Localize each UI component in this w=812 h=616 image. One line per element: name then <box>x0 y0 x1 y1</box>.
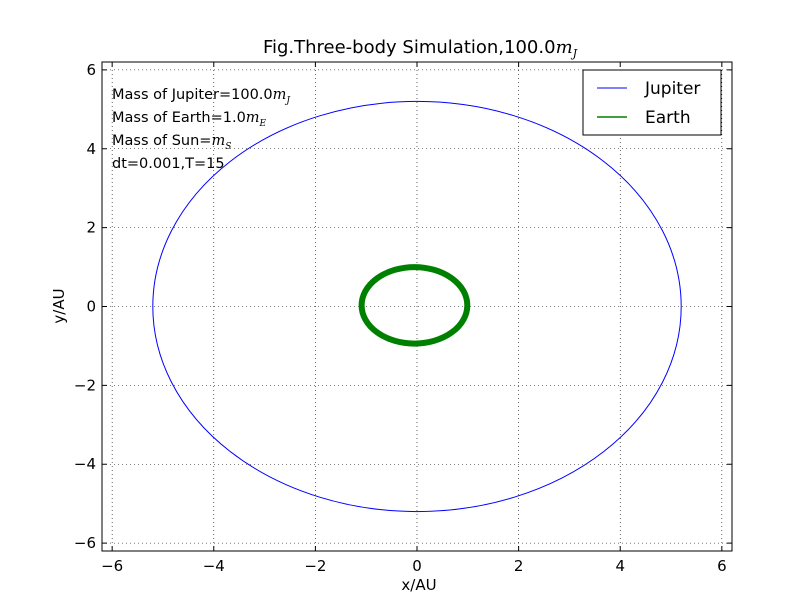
orbit-jupiter <box>152 100 682 513</box>
x-tick-label: 4 <box>615 557 625 575</box>
chart-title: Fig.Three-body Simulation,100.0mJ <box>263 37 578 60</box>
x-tick-label: 0 <box>412 557 422 575</box>
x-tick-label: −2 <box>304 557 326 575</box>
y-tick-label: −4 <box>74 455 96 473</box>
orbit-earth <box>358 264 471 347</box>
annotation-line: dt=0.001,T=15 <box>112 156 225 172</box>
series-layer <box>152 100 682 513</box>
x-tick-label: −4 <box>203 557 225 575</box>
legend: Jupiter Earth <box>582 69 722 136</box>
y-tick-label: −6 <box>74 534 96 552</box>
legend-label-earth: Earth <box>645 108 691 128</box>
annotation-line: Mass of Jupiter=100.0mJ <box>112 87 291 106</box>
annotation-line: Mass of Sun=mS <box>112 133 231 152</box>
y-tick-label: −2 <box>74 376 96 394</box>
y-axis-label: y/AU <box>50 288 68 323</box>
y-tick-label: 2 <box>86 219 96 237</box>
legend-label-jupiter: Jupiter <box>644 79 700 99</box>
x-tick-label: 2 <box>514 557 524 575</box>
annotation-block: Mass of Jupiter=100.0mJ Mass of Earth=1.0… <box>112 87 291 172</box>
x-axis-label: x/AU <box>401 576 436 594</box>
y-tick-label: 6 <box>86 61 96 79</box>
y-tick-label: 0 <box>86 298 96 316</box>
annotation-line: Mass of Earth=1.0mE <box>112 110 267 129</box>
x-tick-label: −6 <box>101 557 123 575</box>
y-tick-label: 4 <box>86 140 96 158</box>
x-tick-label: 6 <box>717 557 727 575</box>
legend-box <box>582 69 722 136</box>
ticks-layer: −6 −4 −2 0 2 4 6 −6 −4 −2 0 2 4 6 <box>74 61 732 575</box>
